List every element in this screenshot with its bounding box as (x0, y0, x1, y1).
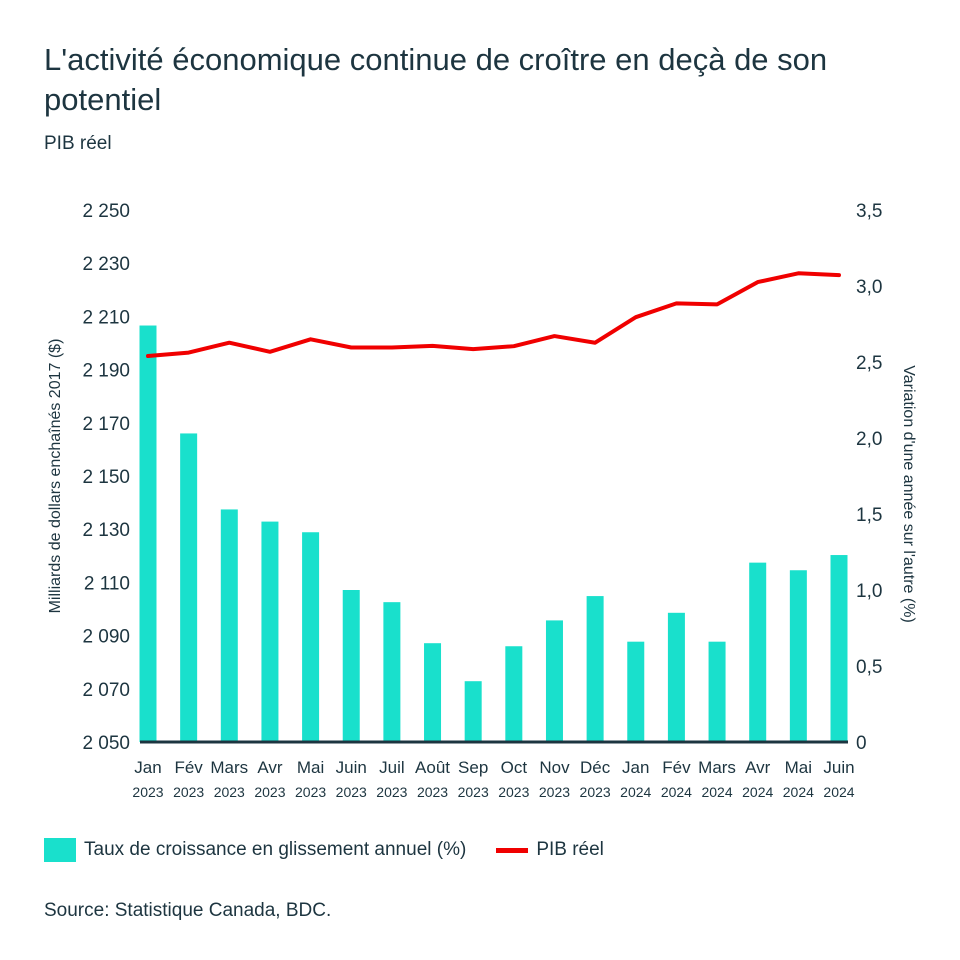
y-left-tick-label: 2 110 (84, 573, 130, 594)
chart-title: L'activité économique continue de croîtr… (44, 42, 828, 117)
x-tick-label-month: Mars (698, 758, 736, 777)
x-tick-label-month: Avr (745, 758, 771, 777)
y-right-tick-label: 2,0 (856, 429, 882, 450)
x-tick-label-year: 2024 (742, 784, 773, 800)
x-tick-label-month: Juin (336, 758, 367, 777)
x-tick-label-month: Juil (379, 758, 405, 777)
legend-swatch-line (496, 847, 529, 853)
legend-label-line: PIB réel (536, 839, 604, 860)
bar (139, 325, 157, 742)
bar (830, 555, 848, 742)
x-tick-label-year: 2023 (539, 784, 570, 800)
source-note: Source: Statistique Canada, BDC. (44, 900, 332, 921)
y-right-tick-label: 0,5 (856, 657, 882, 678)
y-left-axis-label: Milliards de dollars enchaînés 2017 ($) (47, 339, 64, 614)
bar (545, 620, 563, 742)
x-tick-label-year: 2023 (295, 784, 326, 800)
bar (464, 681, 482, 742)
x-tick-label-year: 2024 (783, 784, 814, 800)
bar (749, 562, 767, 742)
bar (505, 646, 523, 742)
x-tick-label-year: 2023 (132, 784, 163, 800)
legend-swatch-bars (44, 838, 76, 862)
bar (261, 521, 279, 742)
chart-svg: 2 050 2 070 2 090 2 110 2 130 2 150 2 170 2 190… (47, 201, 917, 800)
x-tick-label-year: 2024 (620, 784, 651, 800)
bar (708, 641, 726, 742)
x-tick-label-month: Fév (662, 758, 691, 777)
line-series-pib (146, 271, 841, 359)
y-left-tick-label: 2 090 (82, 627, 130, 648)
bar (667, 612, 685, 742)
x-tick-label-year: 2023 (498, 784, 529, 800)
y-right-tick-label: 0 (856, 733, 867, 754)
legend: Taux de croissance en glissement annuel … (44, 838, 604, 862)
y-left-tick-label: 2 150 (82, 467, 130, 488)
x-tick-label-month: Mai (785, 758, 812, 777)
y-left-tick-label: 2 130 (82, 520, 130, 541)
x-tick-label-year: 2023 (417, 784, 448, 800)
x-tick-label-month: Sep (458, 758, 488, 777)
y-right-tick-label: 3,5 (856, 201, 882, 222)
y-right-tick-label: 3,0 (856, 277, 882, 298)
y-right-axis-label: Variation d'une année sur l'autre (%) (900, 365, 917, 623)
y-left-tick-label: 2 170 (82, 414, 130, 435)
y-right-tick-label: 1,0 (856, 581, 882, 602)
y-left-tick-label: 2 230 (82, 254, 130, 275)
y-left-tick-label: 2 190 (82, 361, 130, 382)
bar (302, 532, 320, 742)
y-right-tick-label: 1,5 (856, 505, 882, 526)
bar (789, 570, 807, 742)
legend-label-bars: Taux de croissance en glissement annuel … (84, 839, 467, 860)
x-tick-label-year: 2023 (336, 784, 367, 800)
x-tick-label-month: Jan (622, 758, 649, 777)
x-tick-label-month: Jan (134, 758, 161, 777)
y-left-tick-label: 2 210 (82, 307, 130, 328)
y-left-tick-label: 2 070 (82, 680, 130, 701)
x-tick-label-month: Oct (501, 758, 528, 777)
y-left-tick-label: 2 250 (82, 201, 130, 222)
x-tick-label-year: 2023 (214, 784, 245, 800)
y-right-tick-label: 2,5 (856, 353, 882, 374)
x-tick-label-year: 2024 (661, 784, 692, 800)
bar (586, 596, 604, 742)
x-tick-label-month: Mai (297, 758, 324, 777)
bar (180, 433, 198, 742)
x-tick-label-month: Avr (257, 758, 283, 777)
x-tick-label-month: Mars (210, 758, 248, 777)
x-tick-label-year: 2023 (580, 784, 611, 800)
x-tick-label-year: 2023 (376, 784, 407, 800)
x-tick-label-month: Déc (580, 758, 611, 777)
x-tick-label-year: 2024 (701, 784, 732, 800)
x-tick-label-month: Nov (539, 758, 570, 777)
bar (342, 590, 360, 742)
bar (220, 509, 238, 742)
y-left-tick-label: 2 050 (82, 733, 130, 754)
chart-subtitle: PIB réel (44, 133, 112, 154)
x-tick-label-year: 2023 (173, 784, 204, 800)
x-tick-label-year: 2023 (254, 784, 285, 800)
bar (383, 602, 401, 742)
x-tick-label-month: Juin (823, 758, 854, 777)
x-tick-label-year: 2023 (458, 784, 489, 800)
x-tick-label-month: Août (415, 758, 450, 777)
bar (627, 641, 645, 742)
bar (424, 643, 442, 742)
x-tick-label-year: 2024 (823, 784, 854, 800)
x-tick-label-month: Fév (174, 758, 203, 777)
